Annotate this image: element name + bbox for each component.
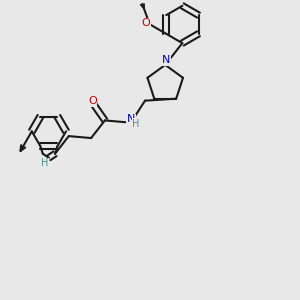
- Text: O: O: [88, 96, 97, 106]
- Text: N: N: [127, 114, 135, 124]
- Text: H: H: [41, 158, 48, 168]
- Text: H: H: [132, 119, 140, 129]
- Text: N: N: [162, 55, 170, 65]
- Text: O: O: [142, 18, 150, 28]
